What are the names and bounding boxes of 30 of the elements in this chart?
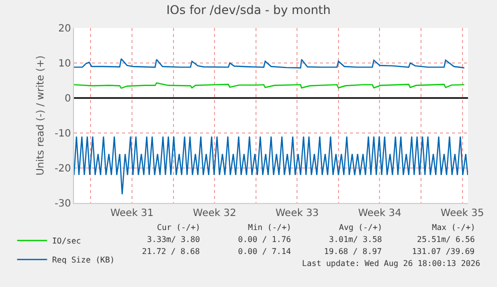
legend-label: Req Size (KB) xyxy=(52,256,115,265)
y-tick-label: -10 xyxy=(54,128,71,140)
text: 0.00 / 7.14 xyxy=(238,247,292,256)
text: Last update: Wed Aug 26 18:00:13 2026 xyxy=(302,259,480,268)
text: 0.00 / 1.76 xyxy=(238,235,292,244)
y-axis-title: Units read (-) / write (+) xyxy=(36,55,47,176)
y-tick-label: -20 xyxy=(54,164,71,174)
text: Cur (-/+) xyxy=(157,223,200,232)
y-tick-label: 10 xyxy=(58,58,71,70)
y-tick-label: 20 xyxy=(58,24,71,34)
text: 3.33m/ 3.80 xyxy=(147,235,200,244)
x-tick-label: Week 31 xyxy=(110,208,154,219)
x-tick-label: Week 33 xyxy=(275,208,319,219)
line-series xyxy=(74,58,465,68)
chart-title: IOs for /dev/sda - by month xyxy=(166,3,331,18)
x-tick-label: Week 35 xyxy=(440,208,484,219)
text: 21.72 / 8.68 xyxy=(142,247,200,256)
text: 19.68 / 8.97 xyxy=(324,247,382,256)
x-tick-label: Week 32 xyxy=(192,208,236,219)
text: Avg (-/+) xyxy=(339,223,382,232)
y-tick-label: -30 xyxy=(54,198,71,210)
text: 25.51m/ 6.56 xyxy=(417,235,475,244)
line-series xyxy=(74,136,468,195)
x-tick-label: Week 34 xyxy=(358,208,402,219)
text: Max (-/+) xyxy=(432,223,476,232)
text: 131.07 /39.69 xyxy=(412,247,475,256)
text: Min (-/+) xyxy=(248,223,292,232)
text: 3.01m/ 3.58 xyxy=(329,235,382,244)
y-tick-label: 0 xyxy=(64,94,71,104)
legend-label: IO/sec xyxy=(52,236,82,246)
